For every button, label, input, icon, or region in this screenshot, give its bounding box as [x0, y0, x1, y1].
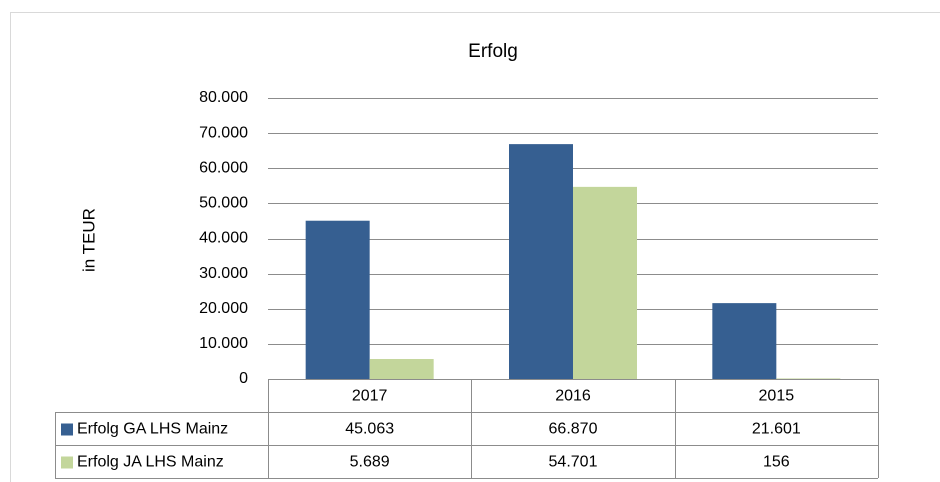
bar [573, 186, 637, 379]
y-tick-label: 80.000 [199, 89, 248, 106]
y-tick-label: 60.000 [199, 159, 248, 176]
legend-key [61, 423, 73, 436]
x-tick-label: 2015 [759, 388, 795, 405]
table-value: 5.689 [350, 454, 390, 471]
y-tick-label: 20.000 [199, 300, 248, 317]
chart-title: Erfolg [468, 41, 518, 62]
bar [509, 144, 573, 379]
y-tick-label: 70.000 [199, 124, 248, 141]
y-tick-label: 50.000 [199, 195, 248, 212]
bar [305, 220, 370, 379]
table-value: 156 [763, 454, 790, 471]
bar [369, 359, 434, 379]
x-tick-label: 2016 [555, 388, 591, 405]
y-tick-label: 0 [239, 370, 248, 387]
table-value: 54.701 [549, 454, 598, 471]
x-tick-label: 2017 [352, 388, 388, 405]
legend-label: Erfolg GA LHS Mainz [77, 421, 228, 438]
chart-frame [10, 12, 940, 482]
y-axis-label: in TEUR [79, 208, 98, 272]
bar [712, 303, 777, 379]
y-tick-label: 10.000 [199, 335, 248, 352]
legend-key [61, 456, 73, 469]
y-tick-label: 30.000 [199, 265, 248, 282]
y-tick-label: 40.000 [199, 230, 248, 247]
table-value: 66.870 [549, 421, 598, 438]
legend-label: Erfolg JA LHS Mainz [77, 454, 224, 471]
table-value: 21.601 [752, 421, 801, 438]
bar [776, 378, 841, 379]
table-value: 45.063 [345, 421, 394, 438]
